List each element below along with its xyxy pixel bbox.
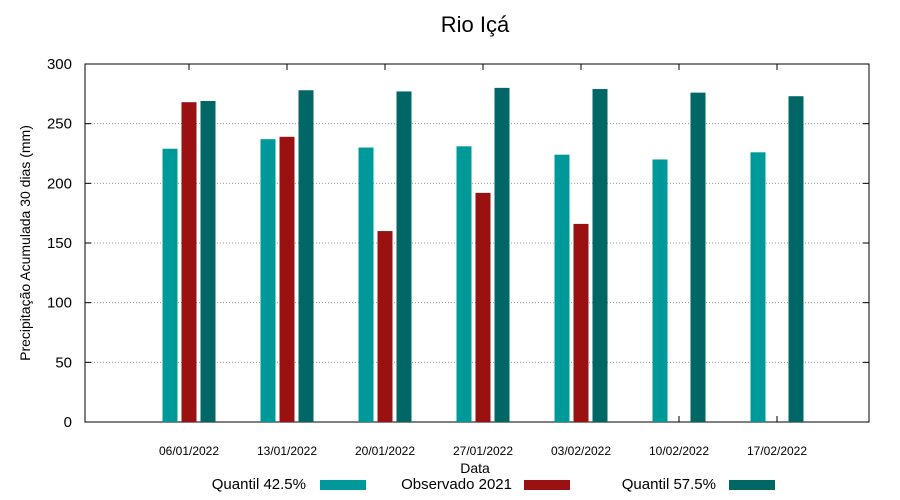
bar-observado-2021-4 <box>573 223 589 422</box>
bar-quantil-57-5-5 <box>690 92 706 422</box>
y-axis: 0 50 100 150 200 250 300 <box>47 56 869 431</box>
bar-quantil-57-5-1 <box>298 90 314 423</box>
bar-quantil-42-5-4 <box>554 154 570 422</box>
y-tick-label: 50 <box>55 354 72 371</box>
bar-quantil-57-5-0 <box>200 100 216 422</box>
bar-quantil-42-5-2 <box>358 147 374 423</box>
x-tick-label: 13/01/2022 <box>257 444 317 458</box>
x-tick-label: 03/02/2022 <box>551 444 611 458</box>
y-tick-label: 0 <box>64 414 72 431</box>
bar-quantil-57-5-6 <box>788 96 804 422</box>
x-tick-label: 06/01/2022 <box>159 444 219 458</box>
x-tick-label: 10/02/2022 <box>649 444 709 458</box>
y-tick-label: 150 <box>47 235 72 252</box>
x-axis: 06/01/2022 13/01/2022 20/01/2022 27/01/2022… <box>159 64 807 458</box>
x-axis-label: Data <box>460 460 490 476</box>
y-axis-label: Precipitação Acumulada 30 dias (mm) <box>17 125 33 361</box>
y-tick-label: 250 <box>47 116 72 133</box>
y-tick-label: 200 <box>47 175 72 192</box>
bar-quantil-42-5-3 <box>456 146 472 422</box>
x-tick-label: 27/01/2022 <box>453 444 513 458</box>
x-tick-label: 20/01/2022 <box>355 444 415 458</box>
bar-quantil-42-5-0 <box>162 148 178 422</box>
legend-swatch <box>320 480 366 490</box>
legend-swatch <box>524 480 570 490</box>
bar-quantil-42-5-6 <box>750 152 766 422</box>
y-tick-label: 300 <box>47 56 72 73</box>
y-tick-label: 100 <box>47 295 72 312</box>
legend-swatch <box>729 480 775 490</box>
chart-title: Rio Içá <box>441 12 510 37</box>
bar-quantil-42-5-5 <box>652 159 668 422</box>
legend: Quantil 42.5% Observado 2021 Quantil 57.5% <box>212 476 775 493</box>
legend-label: Quantil 42.5% <box>212 476 306 493</box>
x-tick-label: 17/02/2022 <box>747 444 807 458</box>
bar-quantil-57-5-3 <box>494 87 510 422</box>
legend-label: Observado 2021 <box>401 476 512 493</box>
legend-label: Quantil 57.5% <box>622 476 716 493</box>
bars <box>162 87 804 423</box>
bar-quantil-57-5-2 <box>396 91 412 423</box>
bar-quantil-57-5-4 <box>592 89 608 422</box>
bar-observado-2021-1 <box>279 136 295 422</box>
bar-quantil-42-5-1 <box>260 139 276 422</box>
bar-observado-2021-0 <box>181 102 197 422</box>
bar-observado-2021-3 <box>475 192 491 422</box>
bar-observado-2021-2 <box>377 231 393 422</box>
